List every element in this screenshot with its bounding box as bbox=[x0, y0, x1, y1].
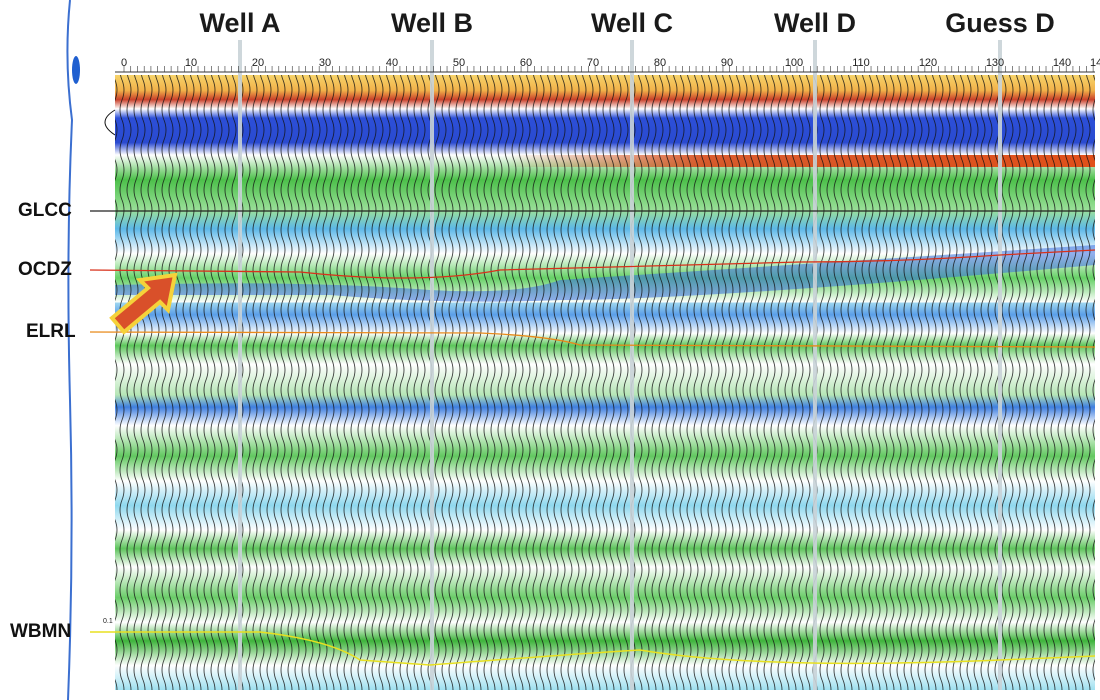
well-label: Well C bbox=[591, 8, 673, 38]
well-label: Well A bbox=[199, 8, 280, 38]
tick-label: 10 bbox=[185, 57, 197, 69]
tick-label: 20 bbox=[252, 57, 264, 69]
horizon-label: OCDZ bbox=[18, 259, 72, 280]
tick-label: 70 bbox=[587, 57, 599, 69]
section-image bbox=[115, 75, 1095, 690]
tick-label: 14 bbox=[1090, 57, 1100, 69]
tick-label: 90 bbox=[721, 57, 733, 69]
tick-label: 130 bbox=[986, 57, 1004, 69]
time-label: 0.1 bbox=[103, 618, 113, 625]
tick-label: 100 bbox=[785, 57, 803, 69]
horizon-lines bbox=[89, 210, 1096, 666]
left-trace bbox=[66, 0, 116, 700]
tick-label: 60 bbox=[520, 57, 532, 69]
tick-label: 110 bbox=[852, 57, 870, 69]
horizon-label: WBMN bbox=[10, 621, 71, 642]
horizon-label: ELRL bbox=[26, 321, 76, 342]
horizon-label: GLCC bbox=[18, 200, 72, 221]
tick-label: 0 bbox=[121, 57, 127, 69]
well-label: Well D bbox=[774, 8, 856, 38]
tick-label: 30 bbox=[319, 57, 331, 69]
arrow bbox=[109, 272, 178, 335]
well-lines bbox=[238, 40, 1002, 690]
tick-label: 80 bbox=[654, 57, 666, 69]
tick-label: 50 bbox=[453, 57, 465, 69]
well-label: Well B bbox=[391, 8, 473, 38]
tick-label: 140 bbox=[1053, 57, 1071, 69]
tick-label: 40 bbox=[386, 57, 398, 69]
well-label: Guess D bbox=[945, 8, 1055, 38]
tick-label: 120 bbox=[919, 57, 937, 69]
